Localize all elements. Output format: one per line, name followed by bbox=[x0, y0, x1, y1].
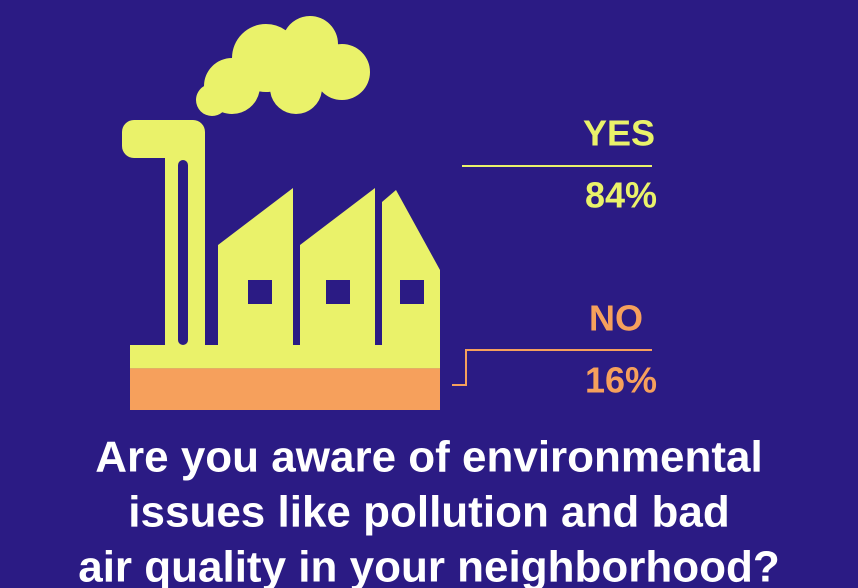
title-line: issues like pollution and bad bbox=[128, 488, 729, 537]
title-line: air quality in your neighborhood? bbox=[78, 543, 780, 588]
value-label: 16% bbox=[585, 360, 657, 401]
category-label: YES bbox=[583, 113, 655, 154]
title-line: Are you aware of environmental bbox=[95, 433, 763, 482]
factory-details bbox=[178, 160, 424, 345]
value-label: 84% bbox=[585, 175, 657, 216]
fill-segment bbox=[122, 368, 440, 410]
category-label: NO bbox=[589, 298, 643, 339]
divider bbox=[452, 349, 652, 386]
